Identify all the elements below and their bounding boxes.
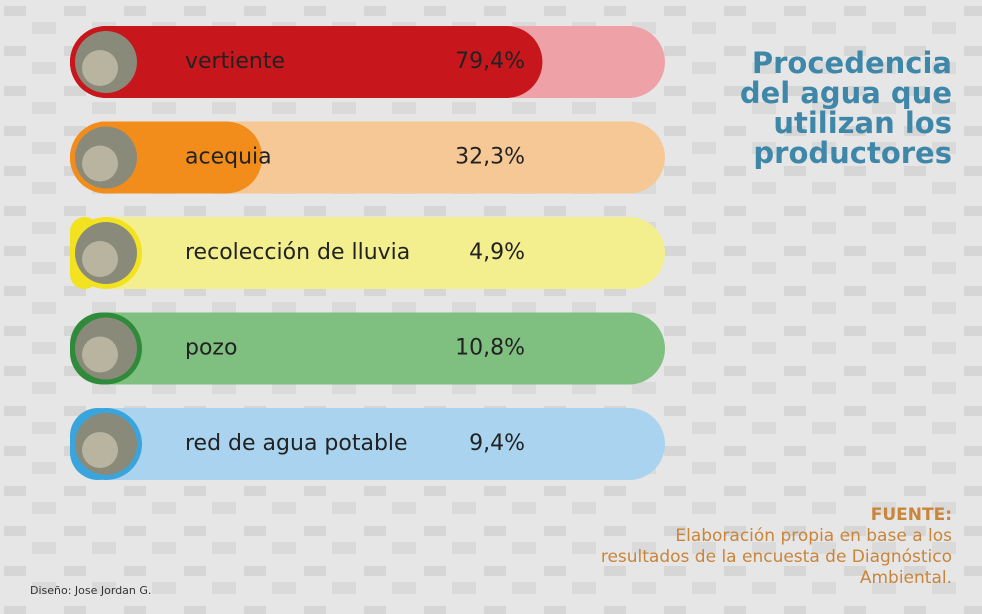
value-label: 4,9% [469, 240, 525, 265]
icon-photo-detail [82, 432, 118, 468]
category-label: red de agua potable [185, 431, 408, 456]
source-title: FUENTE: [592, 505, 952, 526]
source: FUENTE: Elaboración propia en base a los… [592, 505, 952, 589]
category-label: recolección de lluvia [185, 240, 410, 265]
value-label: 32,3% [455, 145, 525, 170]
credit: Diseño: Jose Jordan G. [30, 584, 151, 597]
icon-photo-detail [82, 146, 118, 182]
value-label: 79,4% [455, 49, 525, 74]
category-label: pozo [185, 336, 237, 361]
chart-title: Procedencia del agua que utilizan los pr… [722, 48, 952, 168]
icon-photo-detail [82, 337, 118, 373]
icon-photo-detail [82, 50, 118, 86]
category-label: acequia [185, 145, 272, 170]
value-label: 9,4% [469, 431, 525, 456]
category-label: vertiente [185, 49, 285, 74]
value-label: 10,8% [455, 336, 525, 361]
bar-track [70, 313, 665, 385]
infographic: vertiente 79,4% acequia 32,3% recolección de… [0, 0, 982, 614]
source-text: Elaboración propia en base a los resulta… [592, 526, 952, 589]
icon-photo-detail [82, 241, 118, 277]
